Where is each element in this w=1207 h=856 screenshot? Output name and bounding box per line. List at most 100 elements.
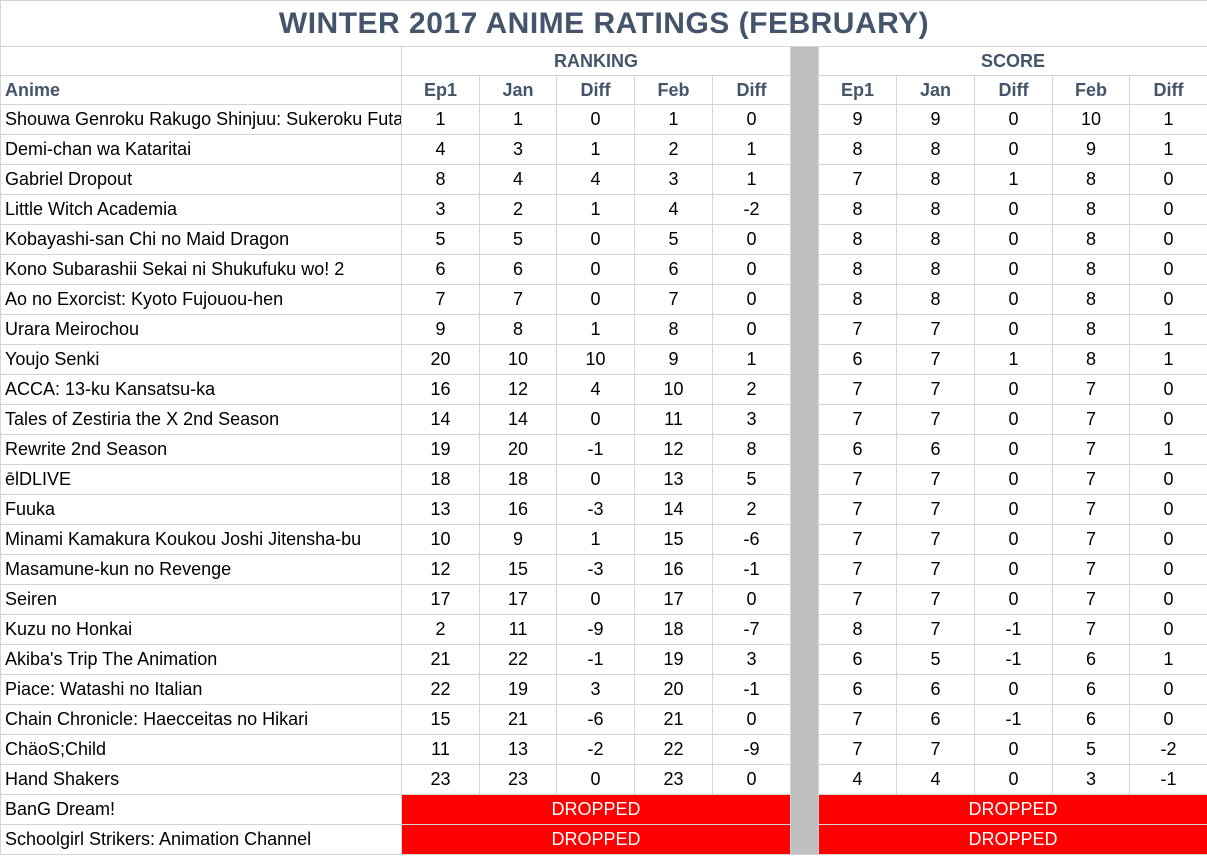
ranking-ep1-cell[interactable]: 23 xyxy=(401,764,480,795)
ranking-diff2-cell[interactable]: 0 xyxy=(712,584,791,615)
ranking-diff-cell[interactable]: 10 xyxy=(556,344,635,375)
anime-name-cell[interactable]: Fuuka xyxy=(0,494,402,525)
ranking-ep1-cell[interactable]: 13 xyxy=(401,494,480,525)
ranking-diff2-cell[interactable]: 3 xyxy=(712,404,791,435)
score-ep1-cell[interactable]: 7 xyxy=(818,314,897,345)
score-ep1-cell[interactable]: 8 xyxy=(818,194,897,225)
header-anime[interactable]: Anime xyxy=(0,75,402,105)
ranking-diff-cell[interactable]: 0 xyxy=(556,464,635,495)
score-diff-cell[interactable]: 0 xyxy=(974,134,1053,165)
anime-name-cell[interactable]: Kuzu no Honkai xyxy=(0,614,402,645)
ranking-dropped-cell[interactable]: DROPPED xyxy=(401,824,791,855)
ranking-diff-cell[interactable]: 4 xyxy=(556,374,635,405)
score-feb-cell[interactable]: 10 xyxy=(1052,104,1130,135)
anime-name-cell[interactable]: Shouwa Genroku Rakugo Shinjuu: Sukeroku … xyxy=(0,104,402,135)
header-ranking-diff[interactable]: Diff xyxy=(556,75,635,105)
ranking-jan-cell[interactable]: 17 xyxy=(479,584,557,615)
ranking-diff-cell[interactable]: -1 xyxy=(556,434,635,465)
anime-name-cell[interactable]: Chain Chronicle: Haecceitas no Hikari xyxy=(0,704,402,735)
ranking-ep1-cell[interactable]: 1 xyxy=(401,104,480,135)
ranking-jan-cell[interactable]: 2 xyxy=(479,194,557,225)
ranking-jan-cell[interactable]: 18 xyxy=(479,464,557,495)
ranking-ep1-cell[interactable]: 16 xyxy=(401,374,480,405)
score-diff2-cell[interactable]: 0 xyxy=(1128,284,1207,315)
score-feb-cell[interactable]: 6 xyxy=(1052,704,1130,735)
anime-name-cell[interactable]: ACCA: 13-ku Kansatsu-ka xyxy=(0,374,402,405)
score-ep1-cell[interactable]: 8 xyxy=(818,254,897,285)
ranking-feb-cell[interactable]: 14 xyxy=(634,494,713,525)
score-diff2-cell[interactable]: 0 xyxy=(1128,674,1207,705)
score-jan-cell[interactable]: 7 xyxy=(896,734,975,765)
ranking-diff-cell[interactable]: 0 xyxy=(556,284,635,315)
score-ep1-cell[interactable]: 7 xyxy=(818,164,897,195)
ranking-diff-cell[interactable]: 3 xyxy=(556,674,635,705)
ranking-ep1-cell[interactable]: 15 xyxy=(401,704,480,735)
score-feb-cell[interactable]: 7 xyxy=(1052,404,1130,435)
score-feb-cell[interactable]: 7 xyxy=(1052,434,1130,465)
ranking-diff2-cell[interactable]: -1 xyxy=(712,554,791,585)
score-diff2-cell[interactable]: -1 xyxy=(1128,764,1207,795)
anime-name-cell[interactable]: Gabriel Dropout xyxy=(0,164,402,195)
header-ranking-jan[interactable]: Jan xyxy=(479,75,557,105)
score-diff2-cell[interactable]: 0 xyxy=(1128,524,1207,555)
anime-name-cell[interactable]: Piace: Watashi no Italian xyxy=(0,674,402,705)
score-diff2-cell[interactable]: 0 xyxy=(1128,704,1207,735)
score-ep1-cell[interactable]: 6 xyxy=(818,434,897,465)
ranking-jan-cell[interactable]: 16 xyxy=(479,494,557,525)
ranking-ep1-cell[interactable]: 7 xyxy=(401,284,480,315)
anime-name-cell[interactable]: Youjo Senki xyxy=(0,344,402,375)
ranking-feb-cell[interactable]: 8 xyxy=(634,314,713,345)
ranking-group-header[interactable]: RANKING xyxy=(401,46,791,76)
score-feb-cell[interactable]: 8 xyxy=(1052,314,1130,345)
score-diff2-cell[interactable]: 1 xyxy=(1128,344,1207,375)
ranking-ep1-cell[interactable]: 14 xyxy=(401,404,480,435)
score-diff-cell[interactable]: 0 xyxy=(974,764,1053,795)
ranking-diff2-cell[interactable]: 1 xyxy=(712,134,791,165)
score-diff2-cell[interactable]: 0 xyxy=(1128,164,1207,195)
ranking-diff2-cell[interactable]: 3 xyxy=(712,644,791,675)
header-score-ep1[interactable]: Ep1 xyxy=(818,75,897,105)
score-jan-cell[interactable]: 7 xyxy=(896,614,975,645)
ranking-ep1-cell[interactable]: 22 xyxy=(401,674,480,705)
score-diff-cell[interactable]: 0 xyxy=(974,314,1053,345)
ranking-feb-cell[interactable]: 19 xyxy=(634,644,713,675)
ranking-feb-cell[interactable]: 6 xyxy=(634,254,713,285)
ranking-diff-cell[interactable]: 0 xyxy=(556,104,635,135)
score-diff2-cell[interactable]: 0 xyxy=(1128,404,1207,435)
ranking-feb-cell[interactable]: 11 xyxy=(634,404,713,435)
ranking-ep1-cell[interactable]: 8 xyxy=(401,164,480,195)
score-diff-cell[interactable]: 0 xyxy=(974,404,1053,435)
score-jan-cell[interactable]: 7 xyxy=(896,374,975,405)
score-jan-cell[interactable]: 8 xyxy=(896,134,975,165)
anime-name-cell[interactable]: Hand Shakers xyxy=(0,764,402,795)
ranking-diff2-cell[interactable]: 0 xyxy=(712,284,791,315)
ranking-ep1-cell[interactable]: 11 xyxy=(401,734,480,765)
ranking-feb-cell[interactable]: 12 xyxy=(634,434,713,465)
ranking-feb-cell[interactable]: 10 xyxy=(634,374,713,405)
ranking-ep1-cell[interactable]: 6 xyxy=(401,254,480,285)
score-dropped-cell[interactable]: DROPPED xyxy=(817,794,1207,825)
score-feb-cell[interactable]: 6 xyxy=(1052,674,1130,705)
score-diff2-cell[interactable]: 0 xyxy=(1128,374,1207,405)
ranking-ep1-cell[interactable]: 2 xyxy=(401,614,480,645)
score-feb-cell[interactable]: 9 xyxy=(1052,134,1130,165)
ranking-diff-cell[interactable]: 0 xyxy=(556,224,635,255)
ranking-diff-cell[interactable]: 0 xyxy=(556,254,635,285)
score-diff2-cell[interactable]: 0 xyxy=(1128,464,1207,495)
score-ep1-cell[interactable]: 6 xyxy=(818,674,897,705)
score-feb-cell[interactable]: 7 xyxy=(1052,464,1130,495)
score-diff-cell[interactable]: 0 xyxy=(974,524,1053,555)
ranking-diff2-cell[interactable]: 0 xyxy=(712,764,791,795)
anime-name-cell[interactable]: BanG Dream! xyxy=(0,794,402,825)
score-ep1-cell[interactable]: 7 xyxy=(818,734,897,765)
score-jan-cell[interactable]: 6 xyxy=(896,434,975,465)
score-ep1-cell[interactable]: 7 xyxy=(818,404,897,435)
anime-name-cell[interactable]: Tales of Zestiria the X 2nd Season xyxy=(0,404,402,435)
score-diff2-cell[interactable]: -2 xyxy=(1128,734,1207,765)
score-diff2-cell[interactable]: 0 xyxy=(1128,554,1207,585)
anime-name-cell[interactable]: Kono Subarashii Sekai ni Shukufuku wo! 2 xyxy=(0,254,402,285)
score-jan-cell[interactable]: 6 xyxy=(896,704,975,735)
score-diff-cell[interactable]: -1 xyxy=(974,644,1053,675)
ranking-diff-cell[interactable]: 0 xyxy=(556,764,635,795)
ranking-diff2-cell[interactable]: -9 xyxy=(712,734,791,765)
